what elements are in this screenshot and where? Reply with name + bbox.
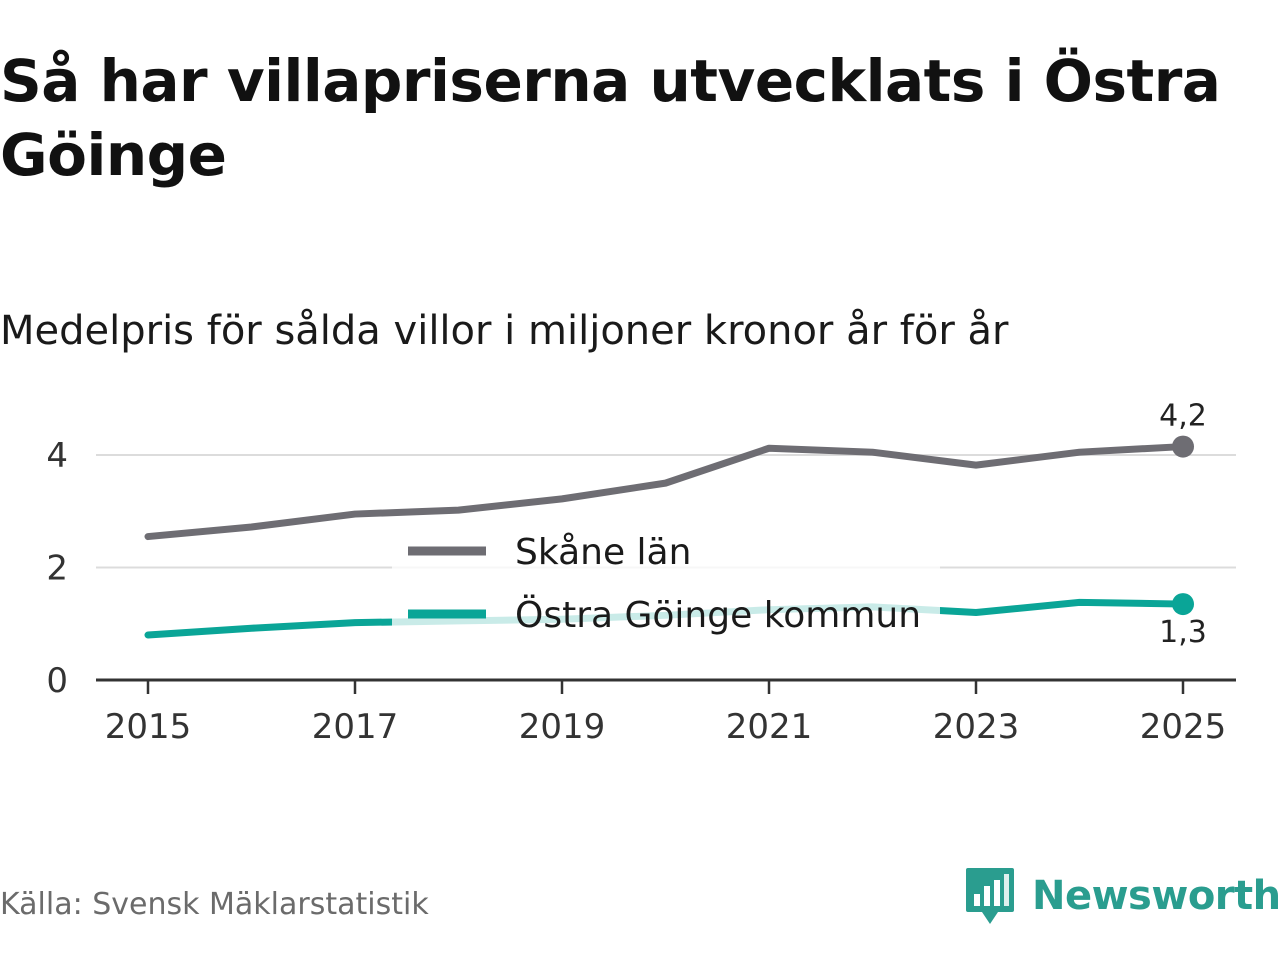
y-tick-label-4: 4 bbox=[46, 436, 68, 476]
line-chart: 0 2 4 2015 2017 2019 2021 2023 2025 Skåne län Öst… bbox=[46, 399, 1236, 747]
x-tick-label-2015: 2015 bbox=[105, 707, 192, 747]
legend-label-0: Skåne län bbox=[515, 532, 691, 573]
x-tick-label-2023: 2023 bbox=[933, 707, 1020, 747]
newsworthy-chart-bubble-icon bbox=[966, 868, 1014, 924]
legend-label-1: Östra Göinge kommun bbox=[515, 594, 921, 636]
x-tick-label-2025: 2025 bbox=[1140, 707, 1227, 747]
end-label-0: 4,2 bbox=[1159, 399, 1207, 434]
x-tick-label-2017: 2017 bbox=[312, 707, 399, 747]
end-labels: 4,2 1,3 bbox=[1159, 399, 1207, 651]
legend: Skåne län Östra Göinge kommun bbox=[392, 522, 940, 640]
y-tick-label-0: 0 bbox=[46, 661, 68, 701]
brand-name: Newsworthy bbox=[1032, 873, 1280, 919]
series-end-marker-1 bbox=[1172, 593, 1194, 616]
x-tick-label-2019: 2019 bbox=[519, 707, 606, 747]
series-line-0 bbox=[144, 443, 1187, 541]
brand-logo[interactable]: Newsworthy bbox=[964, 864, 1280, 928]
chart-title: Så har villapriserna utvecklats i Östra … bbox=[0, 47, 1221, 189]
axes: 0 2 4 2015 2017 2019 2021 2023 2025 bbox=[46, 436, 1236, 747]
end-label-1: 1,3 bbox=[1159, 615, 1207, 650]
legend-background bbox=[392, 522, 940, 640]
source-note: Källa: Svensk Mäklarstatistik bbox=[0, 887, 429, 922]
y-tick-label-2: 2 bbox=[46, 549, 68, 589]
chart-subtitle: Medelpris för sålda villor i miljoner kr… bbox=[0, 308, 1009, 354]
x-tick-label-2021: 2021 bbox=[726, 707, 813, 747]
series-end-marker-0 bbox=[1172, 435, 1194, 458]
